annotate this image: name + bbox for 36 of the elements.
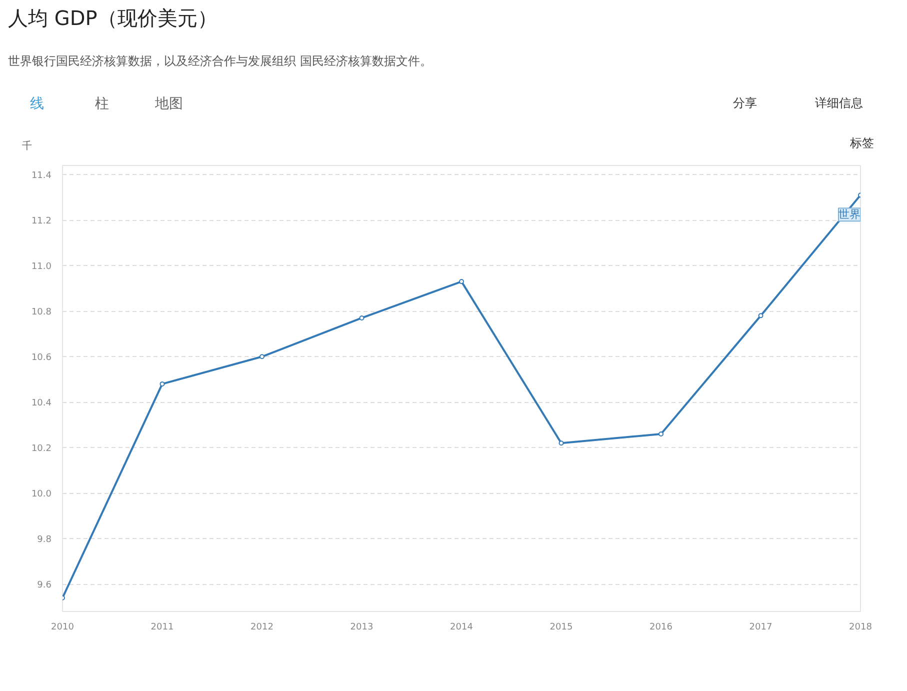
y-tick-label: 10.8 <box>31 308 52 318</box>
x-tick-label: 2013 <box>350 622 374 632</box>
x-tick-label: 2012 <box>250 622 274 632</box>
x-tick-label: 2017 <box>749 622 772 632</box>
chart-title: 人均 GDP（现价美元） <box>8 5 218 32</box>
x-tick-label: 2016 <box>650 622 673 632</box>
x-tick-label: 2015 <box>550 622 573 632</box>
y-tick-label: 9.6 <box>37 580 52 591</box>
y-tick-label: 11.2 <box>31 216 52 227</box>
point <box>658 432 664 437</box>
x-tick-label: 2018 <box>849 622 872 632</box>
text: 标签 <box>850 135 874 152</box>
y-tick-label: 10.4 <box>31 398 52 409</box>
y-tick-label: 11.0 <box>31 262 52 272</box>
text: 线 <box>30 95 44 114</box>
y-axis-title: 千 <box>22 140 32 154</box>
text: 详细信息 <box>815 95 863 112</box>
series-label: 世界 <box>838 208 860 222</box>
text: 地图 <box>155 95 183 114</box>
x-tick-label: 2010 <box>51 622 74 632</box>
text: 柱 <box>95 95 109 114</box>
point <box>459 279 464 284</box>
y-tick-label: 10.6 <box>31 353 52 364</box>
y-tick-label: 10.2 <box>31 444 52 454</box>
point <box>160 381 165 386</box>
chart-subtitle: 世界银行国民经济核算数据，以及经济合作与发展组织 国民经济核算数据文件。 <box>8 53 432 70</box>
point <box>359 315 364 320</box>
y-tick-label: 11.4 <box>31 171 52 182</box>
point <box>260 354 264 360</box>
point <box>558 440 564 446</box>
point <box>758 313 764 318</box>
y-tick-label: 10.0 <box>31 490 52 500</box>
x-tick-label: 2011 <box>150 622 174 632</box>
x-tick-label: 2014 <box>450 622 474 632</box>
text: 分享 <box>733 95 757 112</box>
y-tick-label: 9.8 <box>37 535 52 546</box>
